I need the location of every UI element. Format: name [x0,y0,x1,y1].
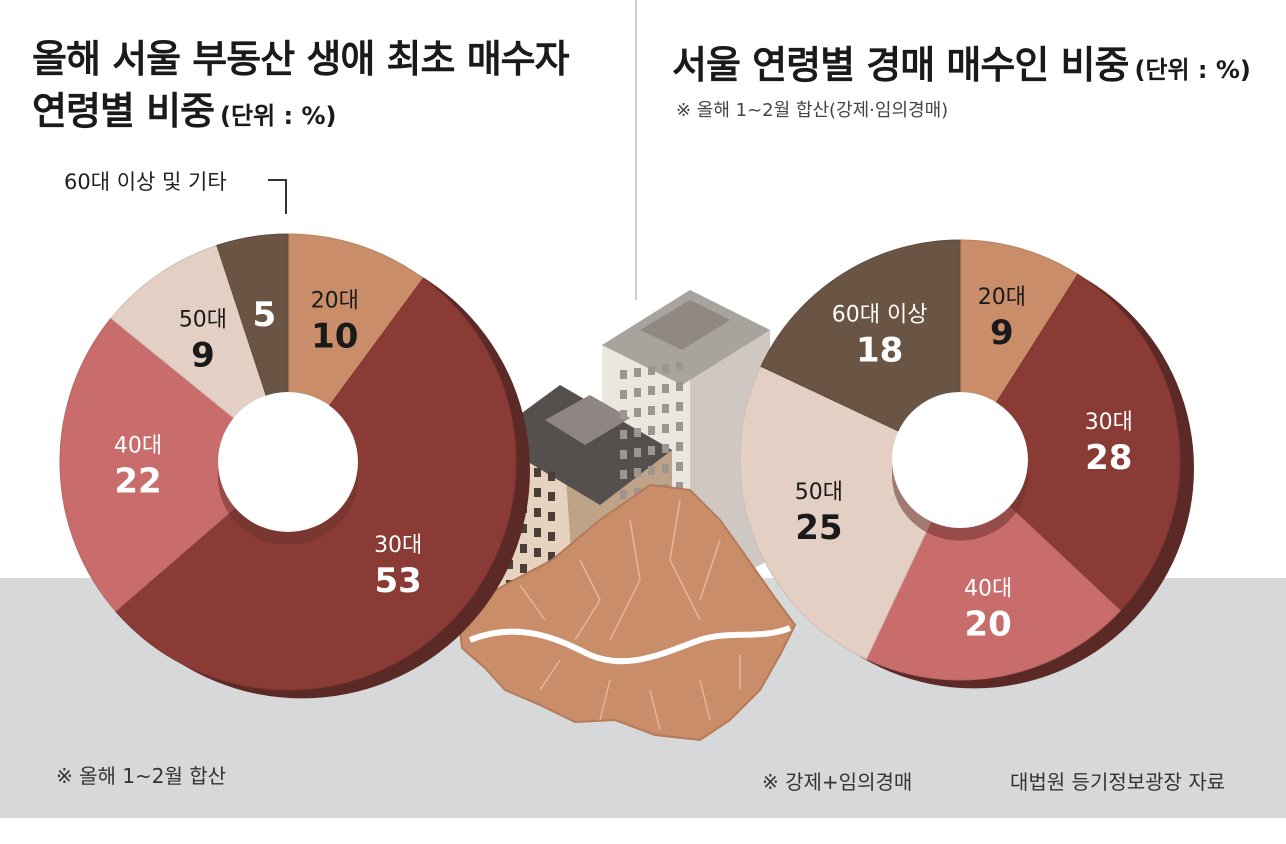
left-unit-label: (단위 : %) [220,102,337,130]
window-back [620,390,627,399]
window-back [620,470,627,479]
window-front [548,492,555,501]
window-front [520,524,527,533]
window-front [520,564,527,573]
window-back [676,382,683,391]
right-unit-label: (단위 : %) [1134,56,1251,84]
left-title-text: 연령별 비중 [32,89,215,133]
left-footnote: ※ 올해 1~2월 합산 [56,764,227,788]
window-back [634,408,641,417]
window-front [548,552,555,561]
pie2-slice-60대-이상-value: 18 [856,330,903,370]
pie-chart-first-time-buyers: 20대 10 30대 53 40대 22 50대 95 [59,233,530,699]
window-back [648,386,655,395]
window-back [676,442,683,451]
window-back [648,366,655,375]
window-front [534,528,541,537]
pie1-slice-40대 [59,317,289,613]
pie1-hole [218,392,358,532]
window-back [676,402,683,411]
pie1-slice-30대-value: 53 [375,561,422,601]
right-title-text: 서울 연령별 경매 매수인 비중 [672,43,1129,87]
window-front [534,548,541,557]
pie2-hole-depth [892,460,1028,541]
pie-chart-auction-buyers: 20대 9 30대 28 40대 20 50대 25 60대 이상 18 [739,239,1194,689]
window-front [548,472,555,481]
window-back [648,446,655,455]
pie2-slice-40대-value: 20 [964,604,1011,644]
pie1-slice-40대-label: 40대 [114,433,162,458]
pie2-slice-50대-label: 50대 [795,480,843,505]
pie1-slice-20대-label: 20대 [311,288,359,313]
pie1-slice-50대-label: 50대 [179,307,227,332]
window-back [620,450,627,459]
window-back [676,482,683,491]
pie1-slice-20대-value: 10 [311,316,358,356]
pie2-slice-60대-이상 [760,239,961,461]
left-title-line2: 연령별 비중 (단위 : %) [32,80,336,135]
window-back [662,444,669,453]
right-footnote: ※ 강제+임의경매 [762,770,913,794]
window-back [676,422,683,431]
window-back [634,368,641,377]
pie1-slice-other-value: 5 [252,295,276,335]
pie2-hole [892,392,1028,528]
pie1-slice-40대-value: 22 [114,461,161,501]
window-back [634,468,641,477]
pie1-slice-30대-label: 30대 [374,533,422,558]
pie2-slice-20대-label: 20대 [978,285,1026,310]
pie1-hole-depth [218,462,358,545]
pie2-slice-30대-label: 30대 [1085,410,1133,435]
left-title-line1: 올해 서울 부동산 생애 최초 매수자 [32,37,570,81]
window-back [648,466,655,475]
callout-leader-line [268,179,287,214]
window-back [676,462,683,471]
pie2-slice-40대-label: 40대 [964,576,1012,601]
pie2-slice-50대-value: 25 [795,508,842,548]
window-back [648,426,655,435]
window-back [662,404,669,413]
right-title: 서울 연령별 경매 매수인 비중 (단위 : %) [672,34,1251,89]
window-back [620,370,627,379]
right-subnote: ※ 올해 1~2월 합산(강제·임의경매) [676,100,949,121]
window-front [534,488,541,497]
window-back [662,424,669,433]
window-back [620,410,627,419]
pie2-slice-30대 [959,273,1181,612]
pie2-slice-60대-이상-label: 60대 이상 [832,302,928,327]
window-back [634,388,641,397]
window-back [676,362,683,371]
window-back [634,448,641,457]
window-back [620,490,627,499]
pie2-slice-30대-value: 28 [1085,438,1132,478]
window-back [634,428,641,437]
window-front [548,532,555,541]
window-front [534,508,541,517]
pie2-slice-40대 [865,459,1122,681]
window-front [534,468,541,477]
window-back [662,464,669,473]
window-back [662,384,669,393]
window-back [648,406,655,415]
pie2-slice-20대-value: 9 [990,313,1014,353]
window-back [620,430,627,439]
source-note: 대법원 등기정보광장 자료 [1010,770,1226,794]
window-front [548,512,555,521]
seoul-map-illustration [456,483,797,742]
window-back [634,488,641,497]
window-front [520,544,527,553]
left-callout-label: 60대 이상 및 기타 [64,170,227,194]
pie1-slice-50대-value: 9 [191,335,215,375]
window-back [662,364,669,373]
